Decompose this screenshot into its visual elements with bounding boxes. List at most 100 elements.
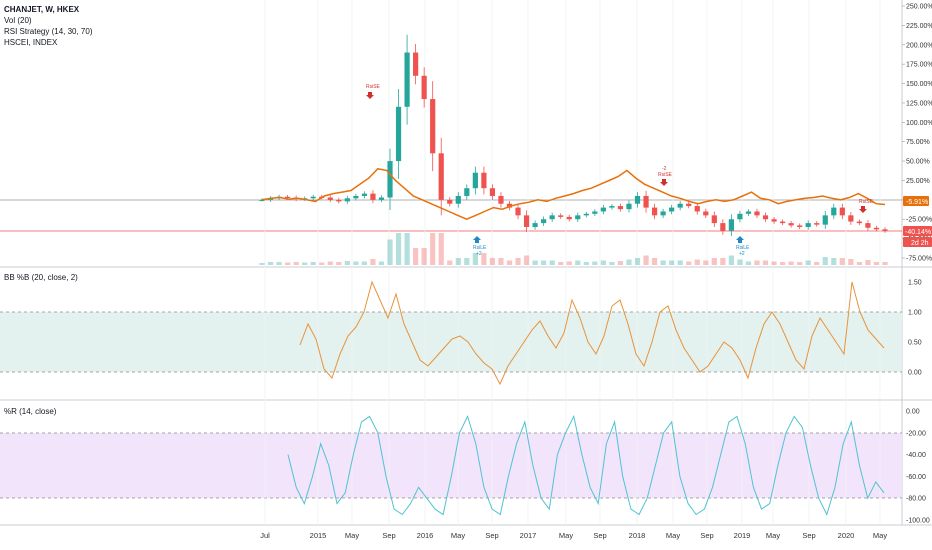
candle-body <box>285 196 291 198</box>
signal-short-1[interactable]: RsiSE <box>366 84 381 99</box>
candle-body <box>745 211 752 214</box>
signal-long-2[interactable]: RsiLE +2 <box>736 236 750 257</box>
candle-body <box>489 188 496 196</box>
candle-body <box>771 219 777 222</box>
time-tick-label: Sep <box>593 531 606 540</box>
time-tick-label: Sep <box>382 531 395 540</box>
price-tick-label: 175.00% <box>906 62 932 69</box>
volume-bar <box>259 263 265 265</box>
volume-bar <box>302 262 308 265</box>
candle-body <box>660 211 666 216</box>
symbol-legend[interactable]: CHANJET, W, HKEX <box>4 5 80 14</box>
volume-bar <box>694 259 700 265</box>
arrow-down-icon <box>660 179 668 186</box>
compare-value-badge: -5.91% <box>903 196 929 206</box>
volume-bar <box>472 253 478 265</box>
volume-bar <box>762 260 769 265</box>
volume-bar <box>498 258 504 265</box>
volume-bar <box>549 260 555 265</box>
wr-tick-label: -20.00 <box>906 430 926 437</box>
signal-short-label: RsiSE <box>658 172 673 178</box>
candle-body <box>404 52 410 107</box>
volume-bar <box>421 248 427 265</box>
candle-body <box>395 106 402 162</box>
time-tick-label: Sep <box>700 531 713 540</box>
price-tick-label: 250.00% <box>906 4 932 11</box>
volume-bar <box>737 259 743 265</box>
volume-bar <box>430 233 436 265</box>
volume-bar <box>831 258 837 265</box>
volume-bar <box>814 262 820 265</box>
volume-bar <box>839 258 845 265</box>
volume-bar <box>404 233 410 265</box>
candle-body <box>515 207 521 216</box>
bar-countdown-badge: 2d 2h <box>903 237 932 247</box>
candle-body <box>541 219 547 224</box>
candle-body <box>558 215 564 217</box>
price-tick-label: 150.00% <box>906 81 932 88</box>
signal-short-3[interactable]: RsiSE <box>859 199 874 213</box>
candle-body <box>797 225 803 227</box>
volume-bar <box>592 261 598 265</box>
volume-bar <box>779 262 786 265</box>
signal-minus-label: -2 <box>662 166 667 172</box>
bb-tick-label: 1.00 <box>908 310 922 317</box>
volume-bar <box>447 260 453 265</box>
volume-legend[interactable]: Vol (20) <box>4 16 32 25</box>
candle-body <box>626 203 632 210</box>
volume-bar <box>353 261 359 265</box>
volume-bar <box>848 259 854 265</box>
candle-body <box>464 188 470 196</box>
bb-tick-label: 0.50 <box>908 340 922 347</box>
wr-legend[interactable]: %R (14, close) <box>4 407 57 416</box>
volume-bar <box>319 262 325 265</box>
price-tick-label: 75.00% <box>906 139 930 146</box>
time-tick-label: May <box>451 531 465 540</box>
volume-bar <box>523 255 530 265</box>
time-tick-label: Jul <box>260 531 270 540</box>
candle-body <box>506 203 513 208</box>
candle-body <box>592 211 598 214</box>
compare-legend[interactable]: HSCEI, INDEX <box>4 38 58 47</box>
candle-body <box>609 206 615 208</box>
volume-bar <box>643 255 649 265</box>
time-tick-label: 2020 <box>838 531 855 540</box>
strategy-legend[interactable]: RSI Strategy (14, 30, 70) <box>4 27 93 36</box>
hscei-compare-line <box>261 167 886 221</box>
candle-body <box>651 207 658 216</box>
volume-bar <box>754 260 760 265</box>
volume-bar <box>617 261 624 265</box>
bb-axis-ticks: 1.50 1.00 0.50 0.00 <box>908 280 922 377</box>
volume-bar <box>310 262 316 265</box>
volume-bar <box>566 261 572 265</box>
wr-tick-label: -40.00 <box>906 452 926 459</box>
time-tick-label: May <box>873 531 887 540</box>
price-tick-label: 225.00% <box>906 23 932 30</box>
candle-body <box>728 219 734 231</box>
signal-plus-label: +2 <box>476 251 482 257</box>
candle-body <box>259 199 265 202</box>
candle-body <box>472 172 478 189</box>
bb-legend[interactable]: BB %B (20, close, 2) <box>4 273 78 282</box>
candle-body <box>583 213 589 216</box>
candle-body <box>856 221 862 224</box>
candle-body <box>617 206 624 210</box>
volume-bar <box>344 261 350 265</box>
signal-long-label: RsiLE <box>736 245 750 251</box>
wr-band-fill <box>0 433 902 498</box>
signal-short-label: RsiSE <box>859 199 874 205</box>
volume-bar <box>506 260 513 265</box>
volume-bar <box>378 261 385 265</box>
candle-body <box>310 196 316 199</box>
candle-body <box>822 215 828 225</box>
time-tick-label: May <box>345 531 359 540</box>
volume-bar <box>600 260 606 265</box>
candle-body <box>438 153 444 200</box>
signal-long-1[interactable]: RsiLE +2 <box>473 236 487 257</box>
time-tick-label: Sep <box>802 531 815 540</box>
volume-bar <box>285 262 291 265</box>
signal-short-2[interactable]: -2 RsiSE <box>658 166 673 186</box>
candle-body <box>643 195 649 208</box>
candle-body <box>498 195 504 204</box>
signal-long-label: RsiLE <box>473 245 487 251</box>
